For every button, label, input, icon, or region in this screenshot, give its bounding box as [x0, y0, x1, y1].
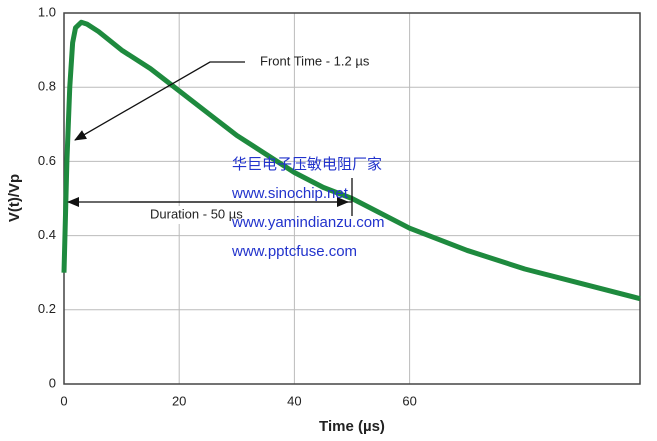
x-tick-label: 40 [287, 393, 301, 408]
y-tick-label: 0.8 [38, 79, 56, 94]
y-tick-label: 0 [49, 375, 56, 390]
y-tick-label: 0.2 [38, 301, 56, 316]
watermark: 华巨电子压敏电阻厂家 [232, 156, 382, 173]
y-tick-label: 1.0 [38, 4, 56, 19]
y-axis-label: V(t)/Vp [6, 174, 23, 222]
front-time-arrow [74, 61, 245, 141]
watermark: www.pptcfuse.com [231, 243, 357, 260]
y-tick-label: 0.6 [38, 153, 56, 168]
x-tick-label: 60 [402, 393, 416, 408]
watermark: www.sinochip.net [231, 185, 349, 202]
series-group [61, 19, 641, 302]
x-tick-label: 0 [60, 393, 67, 408]
line [61, 19, 641, 302]
x-tick-label: 20 [172, 393, 186, 408]
y-tick-label: 0.4 [38, 227, 56, 242]
annotation: Front Time - 1.2 µs [260, 53, 370, 68]
watermark: www.yamindianzu.com [231, 214, 385, 231]
x-axis-label: Time (µs) [319, 418, 385, 435]
annotation: Duration - 50 µs [150, 206, 243, 221]
label-bg [146, 206, 262, 224]
